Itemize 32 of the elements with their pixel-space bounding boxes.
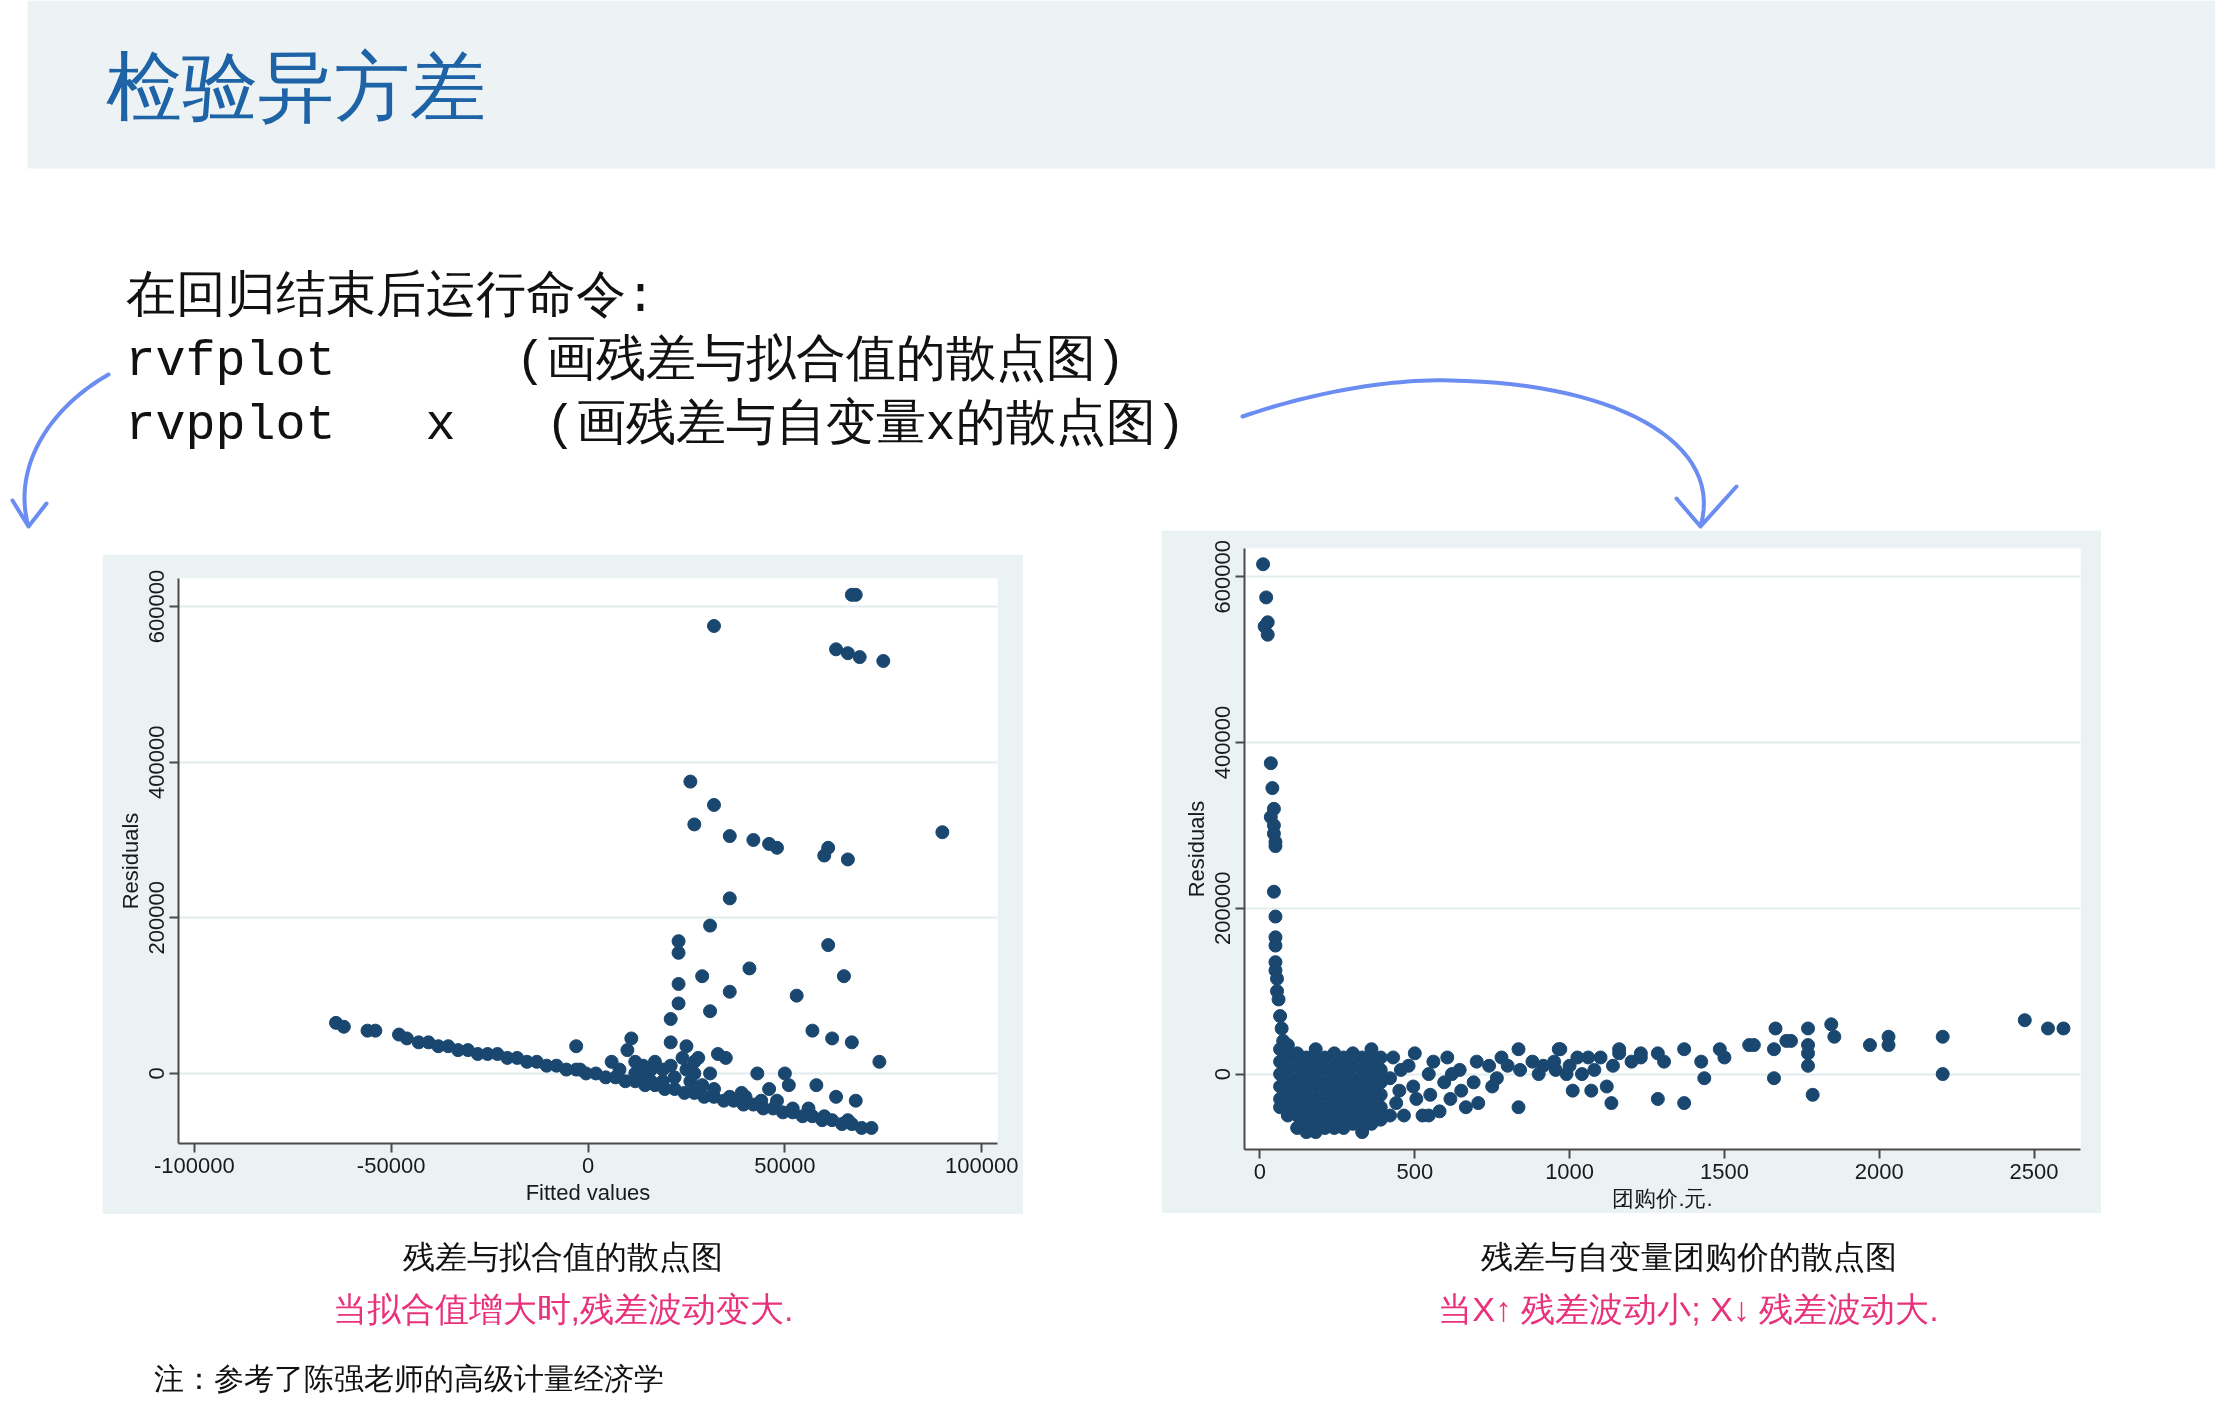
x-axis-title: 团购价.元. <box>1612 1185 1713 1211</box>
text: 检验异方差 <box>105 42 486 131</box>
text: rvfplot (画残差与拟合值的散点图) <box>125 333 1126 390</box>
x-tick-label: 0 <box>1253 1158 1267 1184</box>
y-axis-title: Residuals <box>1183 800 1209 898</box>
x-tick-label: 1000 <box>1545 1158 1595 1184</box>
x-axis-title: Fitted values <box>525 1179 651 1205</box>
y-tick-label: 0 <box>1210 1067 1236 1081</box>
x-tick-label: 2500 <box>2009 1158 2059 1184</box>
y-tick-label: 400000 <box>144 725 170 799</box>
text: 当X↑ 残差波动小; X↓ 残差波动大. <box>1438 1289 1939 1328</box>
y-tick-label: 600000 <box>1210 539 1236 614</box>
y-tick-label: 200000 <box>1210 871 1236 945</box>
x-tick-label: 2000 <box>1854 1158 1904 1184</box>
text: 注：参考了陈强老师的高级计量经济学 <box>153 1362 664 1395</box>
y-tick-label: 600000 <box>144 569 170 644</box>
text: 当拟合值增大时,残差波动变大. <box>332 1289 794 1328</box>
y-tick-label: 400000 <box>1210 705 1236 780</box>
text: 残差与自变量团购价的散点图 <box>1480 1238 1897 1275</box>
text: 残差与拟合值的散点图 <box>403 1238 723 1275</box>
x-tick-label: 1500 <box>1699 1158 1749 1184</box>
y-tick-label: 0 <box>144 1067 170 1080</box>
x-tick-label: 500 <box>1396 1158 1434 1184</box>
x-tick-label: -50000 <box>356 1152 426 1178</box>
y-tick-label: 200000 <box>144 881 170 955</box>
y-axis-title: Residuals <box>117 812 143 910</box>
x-tick-label: 0 <box>581 1152 595 1178</box>
text: 在回归结束后运行命令: <box>125 269 656 326</box>
x-tick-label: -100000 <box>153 1152 235 1178</box>
text: rvpplot x (画残差与自变量x的散点图) <box>125 396 1186 454</box>
x-tick-label: 100000 <box>945 1152 1019 1178</box>
x-tick-label: 50000 <box>754 1152 816 1178</box>
